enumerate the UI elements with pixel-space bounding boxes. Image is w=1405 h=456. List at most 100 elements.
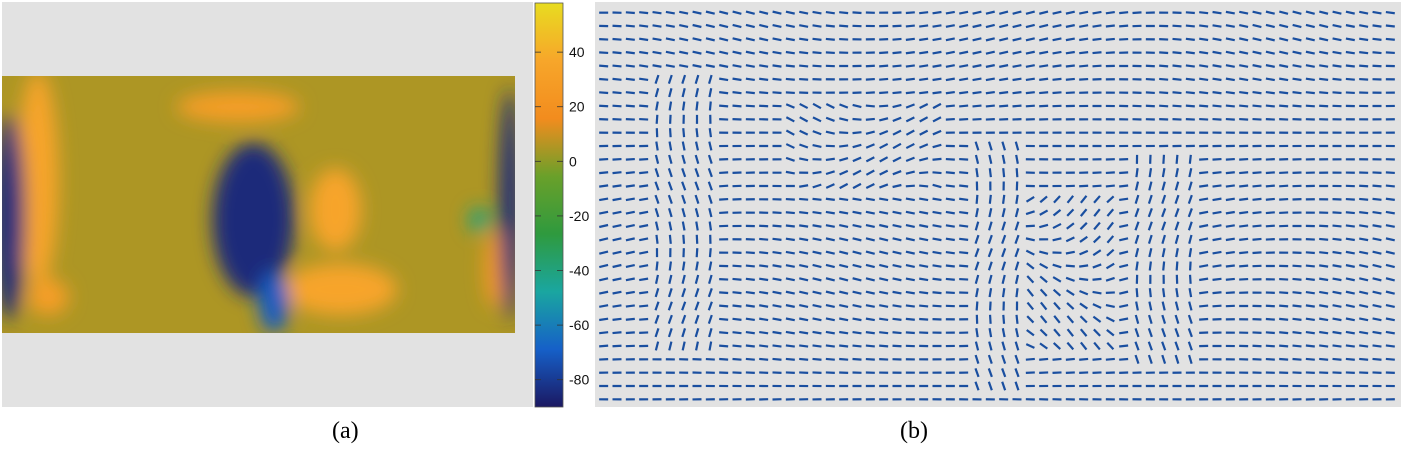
orientation-segment [892,91,902,95]
orientation-segment [987,368,993,378]
orientation-segment [692,10,702,15]
orientation-segment [1265,184,1275,188]
orientation-segment [1025,77,1035,82]
orientation-segment [825,330,835,335]
orientation-segment [1199,250,1209,255]
orientation-segment [599,171,609,175]
orientation-segment [905,210,915,215]
orientation-segment [1079,328,1088,337]
orientation-segment [1292,304,1302,308]
orientation-segment [655,141,659,151]
orientation-segment [1199,11,1209,15]
orientation-segment [1015,154,1019,164]
orientation-segment [919,37,929,42]
orientation-segment [1345,77,1355,81]
orientation-segment [1185,37,1195,41]
orientation-segment [1159,51,1169,55]
orientation-segment [975,168,979,178]
orientation-segment [852,103,862,109]
orientation-segment [681,101,686,111]
orientation-segment [772,304,782,308]
orientation-segment [1080,341,1088,351]
orientation-segment [745,357,755,361]
orientation-segment [1014,381,1020,391]
orientation-segment [932,250,942,255]
orientation-segment [1279,357,1289,361]
orientation-segment [681,301,687,311]
orientation-segment [745,264,755,268]
orientation-segment [1105,276,1115,282]
orientation-segment [825,317,835,322]
orientation-segment [639,117,649,121]
orientation-segment [865,197,875,202]
orientation-segment [1225,210,1235,215]
orientation-segment [1305,330,1315,335]
orientation-segment [707,168,713,178]
orientation-segment [1385,237,1395,242]
orientation-segment [892,317,902,321]
orientation-segment [1332,344,1342,348]
orientation-segment [1092,51,1102,55]
orientation-segment [759,224,769,228]
orientation-segment [719,91,729,95]
orientation-segment [695,341,699,351]
orientation-segment [1345,24,1355,28]
orientation-segment [1025,91,1035,95]
orientation-segment [852,131,862,135]
orientation-segment [1093,341,1101,351]
orientation-segment [625,331,635,335]
orientation-segment [1106,195,1115,204]
orientation-segment [985,64,995,68]
orientation-segment [785,77,795,81]
orientation-segment [1001,248,1007,258]
colorbar-tick-label: -60 [569,317,589,333]
panel-b-background [595,2,1401,407]
orientation-segment [799,184,809,188]
orientation-segment [694,168,700,178]
orientation-segment [1039,301,1048,311]
orientation-segment [652,37,662,42]
orientation-segment [1239,104,1249,108]
orientation-segment [625,317,635,321]
orientation-segment [692,23,702,29]
orientation-segment [654,154,660,164]
orientation-segment [975,194,979,204]
orientation-segment [1385,51,1395,55]
orientation-segment [1385,303,1395,309]
orientation-segment [1265,64,1275,68]
orientation-segment [772,264,782,268]
orientation-segment [1305,304,1315,308]
orientation-segment [892,116,902,122]
orientation-segment [1212,304,1222,308]
orientation-segment [732,64,742,68]
orientation-segment [1039,64,1049,68]
orientation-segment [974,368,980,378]
orientation-segment [785,277,795,282]
orientation-segment [919,116,929,123]
orientation-segment [625,91,635,95]
orientation-segment [892,129,902,136]
orientation-segment [625,210,635,215]
orientation-segment [865,317,875,322]
orientation-segment [932,157,942,161]
orientation-segment [655,114,659,124]
orientation-segment [599,51,609,55]
orientation-segment [705,64,715,68]
orientation-segment [1065,10,1075,15]
orientation-segment [745,290,755,295]
orientation-segment [972,117,982,121]
orientation-segment [1175,168,1179,178]
orientation-segment [1065,264,1075,268]
orientation-segment [825,210,835,215]
orientation-segment [745,317,755,322]
orientation-segment [639,184,649,188]
orientation-segment [1185,24,1195,28]
orientation-segment [625,104,635,108]
orientation-segment [1053,315,1061,324]
orientation-segment [945,291,955,295]
orientation-segment [694,181,700,191]
orientation-segment [759,77,769,81]
orientation-segment [1065,289,1075,297]
orientation-segment [759,10,769,15]
orientation-segment [785,290,795,295]
